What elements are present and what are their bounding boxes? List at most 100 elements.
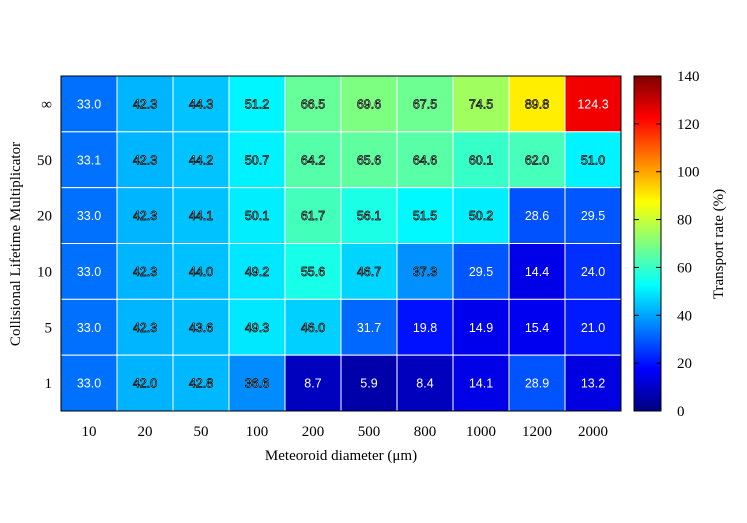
heatmap-cell	[452, 131, 510, 189]
cell-value-label: 42.3	[133, 321, 157, 335]
cell-value-label: 24.0	[581, 265, 605, 279]
cell-value-label: 28.9	[525, 377, 549, 391]
y-axis-label: Collisional Lifetime Multiplicator	[8, 142, 24, 346]
heatmap-cell	[396, 298, 454, 356]
heatmap-cell	[284, 187, 342, 245]
heatmap-cell	[452, 75, 510, 133]
heatmap-cell	[340, 243, 398, 300]
y-tick-label: 50	[37, 153, 52, 169]
x-tick-label: 50	[194, 424, 209, 440]
cell-value-label: 69.6	[357, 97, 381, 111]
heatmap-cell	[172, 298, 230, 356]
cell-value-label: 37.3	[413, 265, 437, 279]
heatmap-cell	[284, 298, 342, 356]
y-tick-label: 10	[37, 264, 52, 280]
colorbar-tick-label: 140	[677, 69, 700, 85]
cell-value-label: 43.6	[189, 321, 213, 335]
colorbar	[633, 75, 662, 412]
cell-value-label: 5.9	[360, 377, 377, 391]
heatmap-cell	[508, 131, 566, 189]
cell-value-label: 8.7	[304, 377, 321, 391]
x-tick-label: 200	[302, 424, 325, 440]
heatmap-cell	[60, 354, 118, 412]
cell-value-label: 66.5	[301, 97, 325, 111]
colorbar-tick-label: 20	[677, 356, 692, 372]
cell-value-label: 65.6	[357, 153, 381, 167]
heatmap-cell	[340, 354, 398, 412]
heatmap-cell	[228, 131, 286, 189]
cell-value-label: 50.7	[245, 153, 269, 167]
heatmap-cell	[396, 243, 454, 300]
cell-value-label: 33.0	[77, 209, 101, 223]
heatmap-cells: 33.0 42.3 44.3 51.2 66.5 69.6 67.5 74.5 89.8 124.…	[60, 75, 622, 412]
heatmap-cell	[284, 354, 342, 412]
heatmap-cell	[60, 187, 118, 245]
x-tick-label: 1000	[466, 424, 496, 440]
cell-value-label: 14.1	[469, 377, 493, 391]
cell-value-label: 64.6	[413, 153, 437, 167]
cell-value-label: 56.1	[357, 209, 381, 223]
cell-value-label: 51.2	[245, 97, 269, 111]
x-tick-labels: 10 20 50 100 200 500 800 1000 1200 2000	[82, 424, 609, 440]
colorbar-tick-label: 120	[677, 117, 700, 133]
heatmap-cell	[396, 187, 454, 245]
cell-value-label: 44.3	[189, 97, 213, 111]
heatmap-cell	[508, 243, 566, 300]
heatmap-cell	[508, 298, 566, 356]
cell-value-label: 42.3	[133, 265, 157, 279]
heatmap-cell	[116, 298, 174, 356]
cell-value-label: 8.4	[416, 377, 433, 391]
colorbar-label: Transport rate (%)	[711, 189, 727, 299]
cell-value-label: 33.0	[77, 97, 101, 111]
x-tick-label: 2000	[578, 424, 608, 440]
y-tick-label: ∞	[41, 97, 52, 113]
cell-value-label: 42.3	[133, 153, 157, 167]
heatmap-cell	[564, 298, 622, 356]
heatmap-cell	[340, 75, 398, 133]
cell-value-label: 33.0	[77, 265, 101, 279]
heatmap-cell	[508, 187, 566, 245]
y-tick-label: 5	[45, 320, 53, 336]
cell-value-label: 44.0	[189, 265, 213, 279]
cell-value-label: 67.5	[413, 97, 437, 111]
heatmap-cell	[564, 243, 622, 300]
x-tick-label: 10	[82, 424, 97, 440]
cell-value-label: 74.5	[469, 97, 493, 111]
heatmap-cell	[228, 354, 286, 412]
cell-value-label: 62.0	[525, 153, 549, 167]
cell-value-label: 28.6	[525, 209, 549, 223]
cell-value-label: 61.7	[301, 209, 325, 223]
cell-value-label: 46.7	[357, 265, 381, 279]
heatmap-cell	[508, 354, 566, 412]
x-tick-label: 1200	[522, 424, 552, 440]
cell-value-label: 49.2	[245, 265, 269, 279]
heatmap-cell	[60, 75, 118, 133]
cell-value-label: 21.0	[581, 321, 605, 335]
colorbar-tick-label: 80	[677, 213, 692, 229]
x-tick-label: 20	[138, 424, 153, 440]
cell-value-label: 31.7	[357, 321, 381, 335]
cell-value-label: 42.3	[133, 97, 157, 111]
cell-value-label: 51.5	[413, 209, 437, 223]
cell-value-label: 55.6	[301, 265, 325, 279]
colorbar-ticks: 0 20 40 60 80 100 120 140	[634, 69, 700, 420]
colorbar-tick-label: 40	[677, 308, 692, 324]
cell-value-label: 50.1	[245, 209, 269, 223]
cell-value-label: 44.1	[189, 209, 213, 223]
cell-value-label: 29.5	[469, 265, 493, 279]
heatmap-cell	[452, 187, 510, 245]
x-tick-label: 500	[358, 424, 381, 440]
cell-value-label: 42.3	[133, 209, 157, 223]
cell-value-label: 13.2	[581, 377, 605, 391]
x-tick-label: 800	[414, 424, 437, 440]
colorbar-tick-label: 100	[677, 165, 700, 181]
plot-frame	[60, 75, 622, 412]
heatmap-cell	[340, 131, 398, 189]
cell-value-label: 44.2	[189, 153, 213, 167]
heatmap-cell	[396, 131, 454, 189]
cell-value-label: 15.4	[525, 321, 549, 335]
cell-value-label: 19.8	[413, 321, 437, 335]
cell-value-label: 51.0	[581, 153, 605, 167]
heatmap-cell	[60, 243, 118, 300]
colorbar-tick-label: 60	[677, 260, 692, 276]
